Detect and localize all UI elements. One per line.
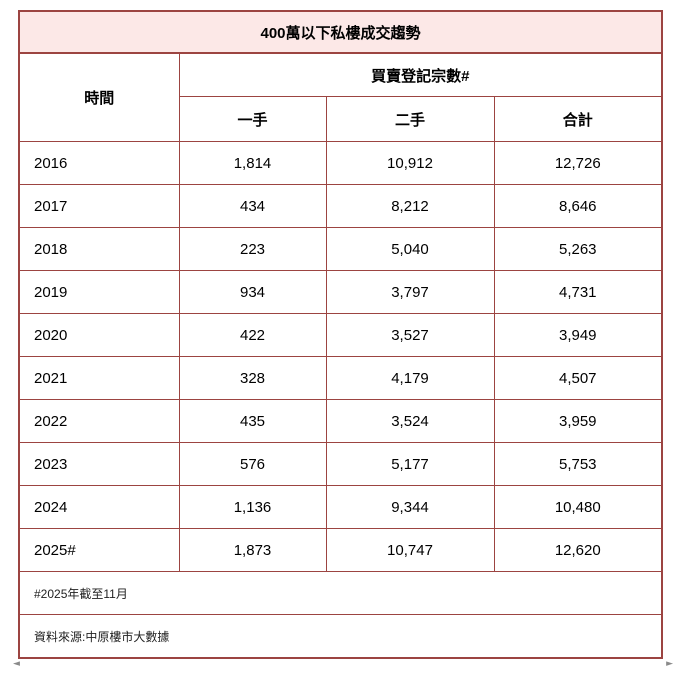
total-value-cell: 8,646 xyxy=(493,184,663,228)
horizontal-scrollbar[interactable]: ◄ ► xyxy=(13,658,673,670)
total-value-cell: 12,726 xyxy=(493,141,663,185)
first-hand-value-cell: 1,814 xyxy=(178,141,327,185)
year-cell: 2020 xyxy=(18,313,180,357)
table-body: 2016 1,814 10,912 12,726 2017 434 8,212 8,646 20… xyxy=(18,141,663,572)
table-row: 2016 1,814 10,912 12,726 xyxy=(18,141,663,185)
table-row: 2018 223 5,040 5,263 xyxy=(18,227,663,271)
first-hand-value-cell: 1,136 xyxy=(178,485,327,529)
total-value-cell: 10,480 xyxy=(493,485,663,529)
year-cell: 2017 xyxy=(18,184,180,228)
year-cell: 2019 xyxy=(18,270,180,314)
table-row: 2020 422 3,527 3,949 xyxy=(18,313,663,357)
source-text: 資料來源:中原樓市大數據 xyxy=(18,614,663,659)
total-value-cell: 3,949 xyxy=(493,313,663,357)
scroll-right-icon[interactable]: ► xyxy=(666,659,673,669)
first-hand-value-cell: 435 xyxy=(178,399,327,443)
table-row: 2024 1,136 9,344 10,480 xyxy=(18,485,663,529)
first-hand-value-cell: 422 xyxy=(178,313,327,357)
sub-header-row: 一手 二手 合計 xyxy=(19,96,663,142)
second-hand-value-cell: 3,527 xyxy=(325,313,495,357)
total-value-cell: 4,507 xyxy=(493,356,663,400)
first-hand-value-cell: 576 xyxy=(178,442,327,486)
year-cell: 2016 xyxy=(18,141,180,185)
year-cell: 2023 xyxy=(18,442,180,486)
table-row: 2022 435 3,524 3,959 xyxy=(18,399,663,443)
year-cell: 2018 xyxy=(18,227,180,271)
second-hand-column-header: 二手 xyxy=(325,96,495,142)
table-row: 2025# 1,873 10,747 12,620 xyxy=(18,528,663,572)
group-header-row: 時間 買賣登記宗數# xyxy=(18,52,663,142)
table-title-row: 400萬以下私樓成交趨勢 xyxy=(18,10,663,54)
first-hand-value-cell: 1,873 xyxy=(178,528,327,572)
year-cell: 2024 xyxy=(18,485,180,529)
total-value-cell: 4,731 xyxy=(493,270,663,314)
table-row: 2023 576 5,177 5,753 xyxy=(18,442,663,486)
first-hand-value-cell: 328 xyxy=(178,356,327,400)
year-cell: 2025# xyxy=(18,528,180,572)
time-column-header: 時間 xyxy=(18,52,180,142)
first-hand-value-cell: 223 xyxy=(178,227,327,271)
second-hand-value-cell: 4,179 xyxy=(325,356,495,400)
table-row: 2017 434 8,212 8,646 xyxy=(18,184,663,228)
year-cell: 2022 xyxy=(18,399,180,443)
table-row: 2019 934 3,797 4,731 xyxy=(18,270,663,314)
total-value-cell: 3,959 xyxy=(493,399,663,443)
second-hand-value-cell: 9,344 xyxy=(325,485,495,529)
table-title: 400萬以下私樓成交趨勢 xyxy=(18,10,663,54)
first-hand-value-cell: 934 xyxy=(178,270,327,314)
second-hand-value-cell: 5,177 xyxy=(325,442,495,486)
second-hand-value-cell: 5,040 xyxy=(325,227,495,271)
second-hand-value-cell: 3,524 xyxy=(325,399,495,443)
year-cell: 2021 xyxy=(18,356,180,400)
total-column-header: 合計 xyxy=(493,96,663,142)
transactions-table-widget: 400萬以下私樓成交趨勢 時間 買賣登記宗數# 一手 二手 合計 2016 1,8… xyxy=(18,10,664,659)
first-hand-value-cell: 434 xyxy=(178,184,327,228)
total-value-cell: 5,263 xyxy=(493,227,663,271)
total-value-cell: 12,620 xyxy=(493,528,663,572)
second-hand-value-cell: 3,797 xyxy=(325,270,495,314)
footnote-row: #2025年截至11月 xyxy=(18,571,663,615)
table-row: 2021 328 4,179 4,507 xyxy=(18,356,663,400)
total-value-cell: 5,753 xyxy=(493,442,663,486)
first-hand-column-header: 一手 xyxy=(178,96,327,142)
source-row: 資料來源:中原樓市大數據 xyxy=(18,614,663,659)
second-hand-value-cell: 10,747 xyxy=(325,528,495,572)
footnote-text: #2025年截至11月 xyxy=(18,571,663,615)
registrations-group-header: 買賣登記宗數# xyxy=(178,52,663,97)
second-hand-value-cell: 8,212 xyxy=(325,184,495,228)
transactions-table: 400萬以下私樓成交趨勢 時間 買賣登記宗數# 一手 二手 合計 2016 1,8… xyxy=(18,10,664,659)
scroll-left-icon[interactable]: ◄ xyxy=(13,659,20,669)
second-hand-value-cell: 10,912 xyxy=(325,141,495,185)
